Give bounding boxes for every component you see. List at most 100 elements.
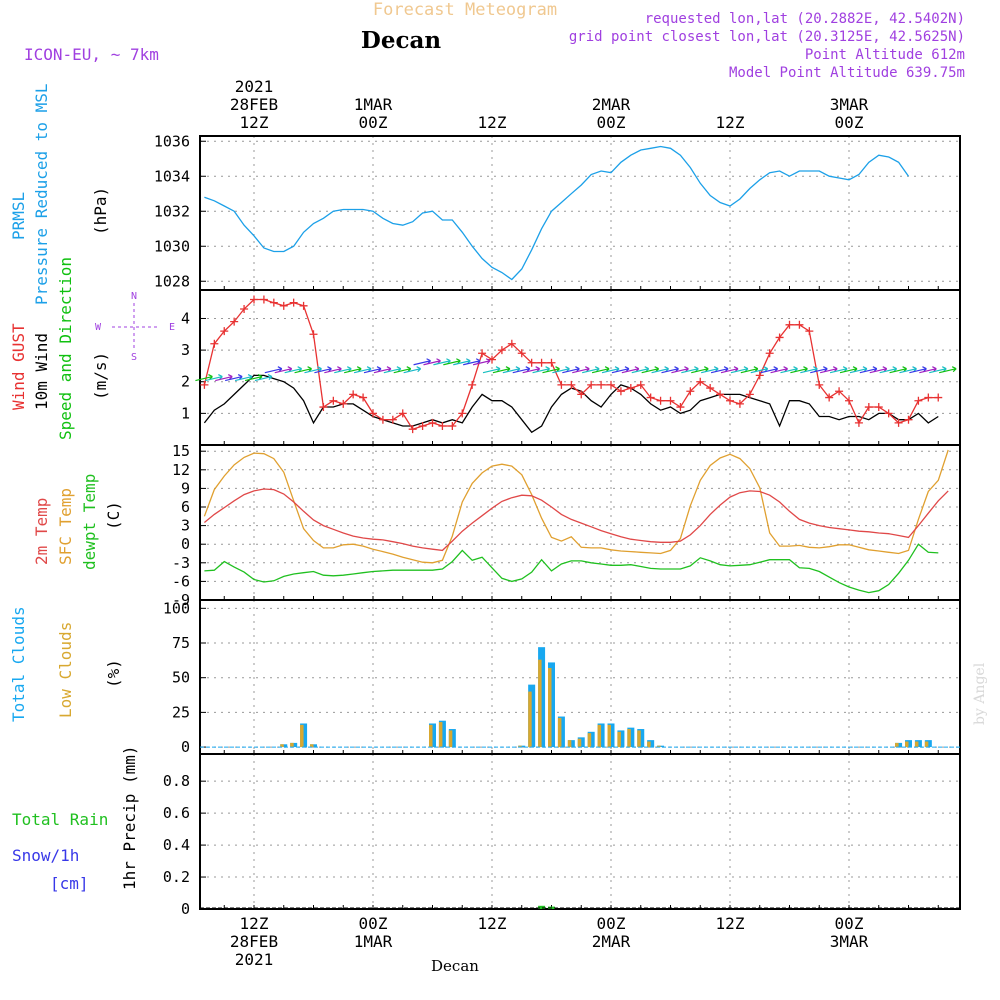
wind-gust-series-point	[587, 380, 596, 389]
wind-gust-series-point	[666, 396, 675, 405]
location-name: Decan	[361, 27, 441, 54]
sfc-label: SFC Temp	[56, 488, 75, 565]
rain-bar	[538, 905, 546, 909]
precip-label: 1hr Precip (mm)	[120, 746, 139, 891]
wind-gust-series-point	[706, 384, 715, 393]
wind-gust-series-point	[468, 380, 477, 389]
ytick-label-3: 0	[181, 535, 190, 553]
wind-gust-series-point	[289, 298, 298, 307]
wind-gust-series-point	[805, 327, 814, 336]
wind-gust-series-point	[507, 339, 516, 348]
top-time-label: 2MAR	[592, 95, 631, 114]
compass-n: N	[131, 291, 137, 302]
low-cloud-bar	[647, 741, 651, 748]
ytick-label-3: 0.6	[163, 804, 190, 822]
wind-gust-series-point	[607, 380, 615, 389]
cloud-bars	[200, 647, 960, 748]
ytick-label-1: 25	[172, 703, 190, 721]
wind-gust-series-point	[418, 422, 427, 431]
wind-gust-series-point	[696, 377, 705, 386]
panel-frame	[199, 135, 961, 291]
wind-gust-series-point	[567, 380, 576, 389]
temp-unit: (C)	[104, 501, 123, 530]
wind-gust-series-point	[488, 355, 496, 364]
wind-gust-series-point	[904, 415, 913, 424]
wind-arrow	[254, 374, 273, 382]
cloud-unit: (%)	[104, 659, 123, 688]
ytick-label-7: 12	[172, 461, 190, 479]
ytick-label-4: 100	[163, 599, 190, 617]
snow-unit-legend: [cm]	[50, 874, 89, 893]
wind-gust-series-point	[795, 320, 804, 329]
bottom-time-label: 00Z	[359, 914, 388, 933]
pressure-series	[204, 145, 910, 281]
wind-gust-series-point	[378, 415, 387, 424]
wind-gust-series-point	[299, 301, 308, 310]
requested-coords: requested lon,lat (20.2882E, 42.5402N)	[645, 11, 965, 27]
low-cloud-bar	[538, 659, 542, 748]
bottom-time-label: 00Z	[597, 914, 626, 933]
ytick-label-3: 75	[172, 634, 190, 652]
low-cloud-bar	[567, 740, 572, 748]
sfc-temp-series	[203, 449, 949, 564]
panel-frame	[199, 599, 961, 755]
point-altitude: Point Altitude 612m	[805, 47, 965, 63]
top-time-label: 1MAR	[354, 95, 393, 114]
wind-gust-series-point	[597, 380, 606, 389]
bottom-time-label: 3MAR	[830, 932, 869, 951]
wind-arrow	[472, 358, 491, 366]
wind-arrow	[939, 366, 957, 374]
wind-gust-series-point	[497, 346, 506, 355]
ytick-label-4: 0.8	[163, 772, 190, 790]
low-cloud-bar	[300, 724, 304, 748]
direction-label: Speed and Direction	[56, 257, 75, 440]
wind-gust-series-point	[359, 393, 368, 402]
wind-gust-series-point	[874, 403, 883, 412]
ytick-label-0: 0	[181, 900, 190, 918]
wind-gust-series-point	[448, 422, 457, 431]
compass-icon: N S W E	[95, 291, 175, 363]
wind-gust-series-point	[527, 358, 536, 367]
compass-e: E	[169, 322, 175, 333]
wind-gust-series-point	[339, 399, 348, 408]
low-cloud-bar	[290, 742, 294, 748]
panel-precipitation: 0 0.2 0.4 0.6 0.8	[163, 753, 961, 918]
wind-gust-series-point	[279, 301, 288, 310]
wind-axis-labels: Wind GUST 10m Wind Speed and Direction (…	[9, 257, 175, 440]
bottom-time-label: 12Z	[716, 914, 745, 933]
low-cloud-bar	[617, 731, 621, 748]
ytick-label-4: 1036	[154, 132, 190, 150]
wind-gust-series-point	[309, 330, 318, 339]
wind-gust-series-point	[755, 371, 764, 380]
wind-gust-series-point	[835, 387, 844, 396]
rain-legend: Total Rain	[12, 810, 108, 829]
ytick-label-4: 3	[181, 517, 190, 535]
wind-gust-series-point	[428, 418, 437, 427]
wind-gust-series-point	[726, 396, 734, 405]
wind-gust-series-point	[765, 349, 774, 358]
panel-clouds: 0 25 50 75 100	[163, 599, 961, 756]
top-time-label: 00Z	[835, 113, 864, 132]
ytick-label-2: 0.4	[163, 836, 190, 854]
wind-gust-series-point	[240, 304, 249, 313]
wind-gust-series-point	[408, 425, 417, 434]
wind-gust-series-point	[537, 358, 546, 367]
top-time-label: 12Z	[240, 113, 269, 132]
low-cloud-bar	[448, 730, 453, 748]
panel-pressure: 1028 1030 1032 1034 1036	[154, 132, 961, 291]
wind-gust-series-point	[259, 295, 268, 304]
ytick-label-5: 6	[181, 498, 190, 516]
wind-gust-series-point	[517, 349, 526, 358]
ytick-label-2: 50	[172, 669, 190, 687]
wind-gust-series-point	[825, 393, 834, 402]
pressure-series-line	[204, 145, 910, 281]
panel-wind: 1 2 3 4	[181, 289, 961, 446]
wind-gust-series-point	[845, 396, 853, 405]
ytick-label-1: -6	[172, 572, 190, 590]
wind-gust-series-point	[914, 396, 923, 405]
model-label: ICON-EU, ~ 7km	[24, 45, 159, 64]
ytick-label-6: 9	[181, 479, 190, 497]
wind-gust-series-point	[676, 403, 685, 412]
low-clouds-label: Low Clouds	[56, 622, 75, 718]
